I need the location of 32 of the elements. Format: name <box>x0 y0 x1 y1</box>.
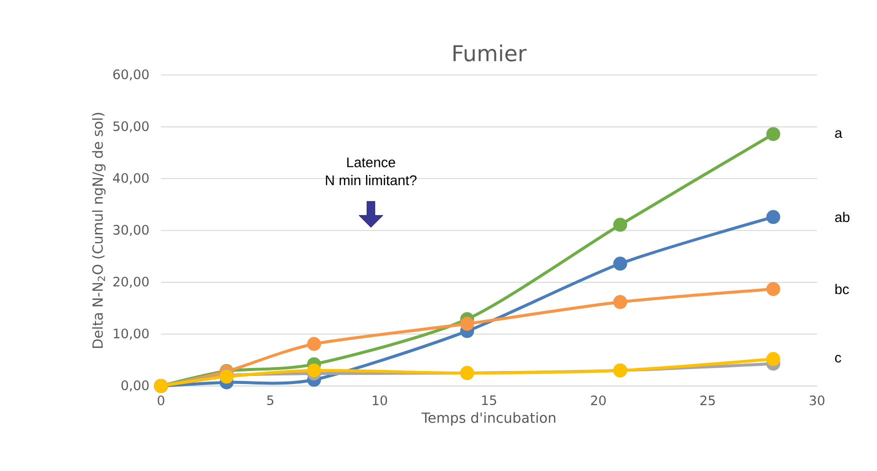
x-tick-label: 15 <box>482 396 496 406</box>
x-tick-label: 0 <box>158 396 164 406</box>
y-tick-label: 60,00 <box>113 69 149 81</box>
x-tick-label: 25 <box>700 396 715 406</box>
annotation: Latence N min limitant? <box>326 158 417 186</box>
point <box>613 256 628 271</box>
point <box>766 210 780 224</box>
y-tick-label: 0,00 <box>122 380 149 392</box>
y-tick-label: 50,00 <box>113 121 149 132</box>
point <box>307 337 322 351</box>
y-tick-label: 40,00 <box>113 173 149 184</box>
y-tick-label: 20,00 <box>113 276 149 288</box>
y-tick-label: 30,00 <box>113 224 149 236</box>
x-tick-label: 5 <box>267 396 274 406</box>
x-tick-label: 20 <box>591 396 606 406</box>
y-axis-title: Delta N-N$_{2}$O (Cumul ngN/g de sol) <box>92 112 106 348</box>
chart-title: Fumier <box>454 44 527 62</box>
x-axis-title: Temps d'incubation <box>422 412 556 426</box>
text: bc <box>835 284 849 294</box>
point <box>613 218 628 232</box>
text: ab <box>835 212 850 222</box>
point <box>766 352 780 366</box>
point <box>766 282 780 296</box>
point <box>613 295 628 309</box>
x-tick-label: 30 <box>810 396 824 406</box>
point <box>460 316 474 331</box>
text: c <box>835 354 842 363</box>
point <box>307 363 322 378</box>
text: a <box>835 130 842 138</box>
point <box>766 127 780 142</box>
x-tick-label: 10 <box>372 396 388 406</box>
y-tick-label: 10,00 <box>114 328 149 340</box>
